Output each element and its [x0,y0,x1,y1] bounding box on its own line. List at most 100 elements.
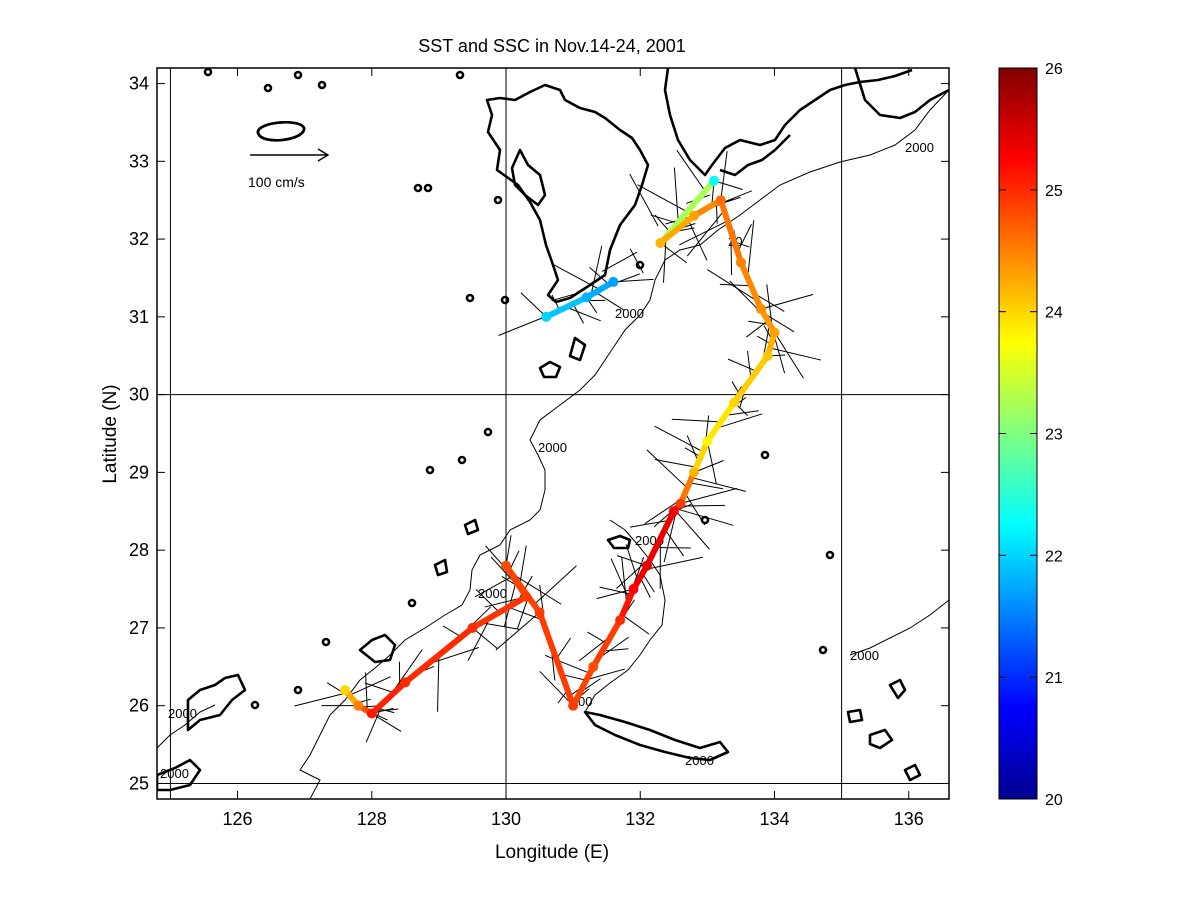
coastline [188,675,245,730]
coastline [905,765,920,780]
island [295,72,301,78]
island [467,295,473,301]
island [265,85,271,91]
current-vector [655,426,703,451]
y-tick-label: 25 [129,773,149,793]
current-vector [720,284,751,285]
island [295,687,301,693]
track-segment [593,620,620,667]
island [827,552,833,558]
current-vector [622,615,649,634]
coastline [512,150,545,205]
coastline [870,730,892,748]
current-vector [674,168,678,223]
current-vector [721,151,727,200]
y-axis-label: Latitude (N) [100,384,121,483]
current-vector [496,612,540,650]
isobath-label: 2000 [168,706,197,721]
isobath-label: 2000 [615,306,644,321]
track-point [541,312,551,322]
scale-arrow-label: 100 cm/s [248,174,305,190]
track-point [729,397,739,407]
y-tick-label: 34 [129,74,149,94]
track-point [367,708,377,718]
current-vector [707,441,716,484]
island [323,639,329,645]
track-point [608,277,618,287]
y-tick-label: 29 [129,462,149,482]
track-point [669,506,679,516]
track-point [769,327,779,337]
current-vector [443,626,461,637]
colorbar-tick-label: 22 [1045,548,1063,565]
coastline [890,680,905,698]
current-vector [521,293,546,317]
x-tick-label: 134 [759,809,789,829]
y-tick-label: 33 [129,151,149,171]
current-vector [626,544,638,581]
coastline [855,68,949,118]
island [485,429,491,435]
colorbar-tick-label: 20 [1045,792,1063,809]
track-point [340,685,350,695]
current-vector [672,419,721,422]
x-tick-label: 136 [894,809,924,829]
track-point [615,615,625,625]
island [762,452,768,458]
isobath-label: 2000 [478,586,507,601]
island [252,702,258,708]
track-point [501,561,511,571]
isobath-line [850,600,949,655]
current-vector [678,505,725,506]
track-point [756,304,766,314]
island [502,297,508,303]
current-vector [596,292,624,310]
current-vector [366,672,368,710]
track-segment [681,472,694,503]
isobath-label: 2000 [538,440,567,455]
track-point [689,467,699,477]
track-point [629,584,639,594]
track-point [588,662,598,672]
track-point [655,238,665,248]
coastline [848,710,862,722]
y-tick-label: 27 [129,618,149,638]
island [457,72,463,78]
track-point [716,195,726,205]
track-point [689,211,699,221]
current-vector [481,623,519,630]
current-vector [534,566,577,605]
y-tick-label: 31 [129,307,149,327]
coastline [465,520,478,534]
island [205,69,211,75]
colorbar-tick-label: 25 [1045,183,1063,200]
island [415,185,421,191]
scale-arrow [250,122,328,161]
isobath-labels: 2000200020002000200020002000200020002000 [160,140,934,781]
coastline [360,635,395,662]
current-vector [689,483,722,489]
track-point [535,607,545,617]
current-vector [748,220,754,278]
y-tick-label: 28 [129,540,149,560]
current-vector [365,683,394,693]
isobath-label: 2000 [850,648,879,663]
coastline [487,85,648,302]
track-point [582,292,592,302]
current-vector [566,307,600,321]
island [820,647,826,653]
coastline [540,362,560,377]
island [495,197,501,203]
track-point [676,498,686,508]
track-point [521,592,531,602]
track-point [400,677,410,687]
current-vector [294,693,347,706]
x-tick-label: 128 [357,809,387,829]
track-point [736,257,746,267]
current-vector [587,632,606,643]
track-point [763,351,773,361]
track-point [642,561,652,571]
